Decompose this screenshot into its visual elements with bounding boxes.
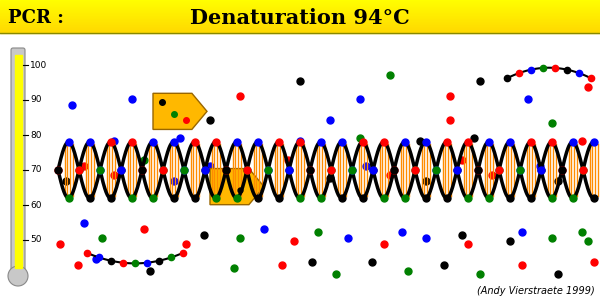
Bar xyxy=(0,20,600,21)
Bar xyxy=(0,2,600,3)
Bar xyxy=(0,8,600,9)
Bar xyxy=(0,30,600,31)
Bar xyxy=(0,0,600,1)
Text: 80: 80 xyxy=(30,131,41,139)
Polygon shape xyxy=(210,169,264,205)
Bar xyxy=(0,6,600,7)
Circle shape xyxy=(8,266,28,286)
Text: (Andy Vierstraete 1999): (Andy Vierstraete 1999) xyxy=(477,286,595,296)
Bar xyxy=(0,15,600,16)
Bar xyxy=(14,55,22,268)
Bar xyxy=(0,21,600,22)
FancyBboxPatch shape xyxy=(11,48,25,272)
Bar xyxy=(0,31,600,32)
Bar xyxy=(0,14,600,15)
Bar xyxy=(0,23,600,24)
Bar xyxy=(0,1,600,2)
Bar xyxy=(0,22,600,23)
Bar xyxy=(0,11,600,12)
Bar xyxy=(0,26,600,27)
Bar xyxy=(0,18,600,19)
Bar xyxy=(0,27,600,28)
Bar xyxy=(0,17,600,18)
Bar xyxy=(0,28,600,29)
Text: 50: 50 xyxy=(30,235,41,244)
Bar xyxy=(0,32,600,33)
Text: Denaturation 94°C: Denaturation 94°C xyxy=(190,8,410,28)
Bar xyxy=(0,12,600,13)
Text: 60: 60 xyxy=(30,200,41,209)
Bar xyxy=(0,25,600,26)
Text: 90: 90 xyxy=(30,95,41,104)
Bar xyxy=(0,3,600,4)
Text: PCR :: PCR : xyxy=(8,9,64,27)
Bar xyxy=(0,29,600,30)
Bar xyxy=(0,16,600,17)
Bar xyxy=(0,7,600,8)
Polygon shape xyxy=(153,93,207,129)
Text: 100: 100 xyxy=(30,61,47,70)
Bar xyxy=(0,13,600,14)
Bar xyxy=(0,24,600,25)
Bar xyxy=(0,4,600,5)
Bar xyxy=(0,19,600,20)
Bar xyxy=(0,10,600,11)
Text: 70: 70 xyxy=(30,166,41,175)
Bar xyxy=(0,9,600,10)
Bar xyxy=(0,5,600,6)
